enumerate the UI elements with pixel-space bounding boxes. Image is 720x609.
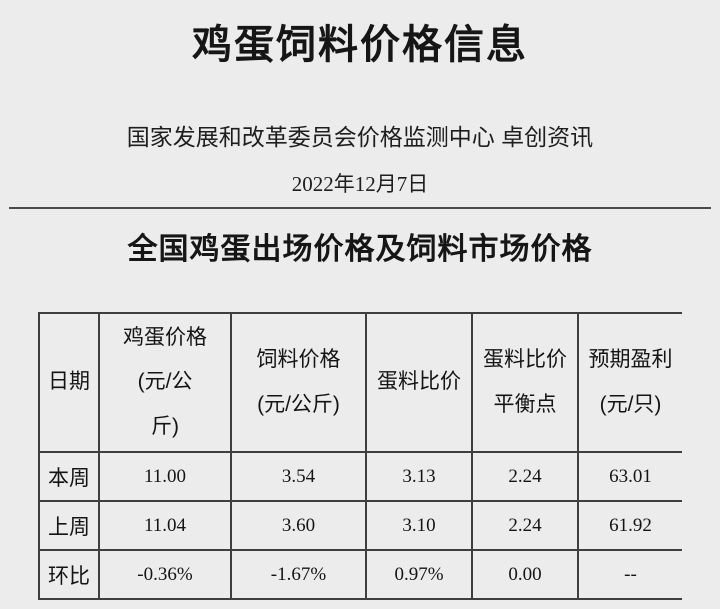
- col-header-feed-price: 饲料价格 (元/公斤): [230, 312, 366, 452]
- source-line: 国家发展和改革委员会价格监测中心 卓创资讯: [126, 124, 594, 150]
- table-cell: 0.00: [471, 549, 578, 599]
- table-cell: 2.24: [471, 500, 578, 550]
- col-header-date: 日期: [38, 312, 99, 452]
- table-cell: 3.13: [365, 451, 472, 501]
- date-line: 2022年12月7日: [291, 172, 429, 196]
- table-cell: 2.24: [471, 451, 578, 501]
- row-label: 上周: [38, 500, 99, 550]
- col-header-egg-feed-ratio: 蛋料比价: [365, 312, 472, 452]
- col-header-expected-profit: 预期盈利 (元/只): [577, 312, 682, 452]
- table-cell: 11.04: [98, 500, 231, 550]
- page-title: 鸡蛋饲料价格信息: [192, 23, 528, 67]
- table-cell: --: [577, 549, 682, 599]
- row-label: 环比: [38, 549, 99, 599]
- section-title: 全国鸡蛋出场价格及饲料市场价格: [127, 233, 593, 266]
- table-cell: -1.67%: [230, 549, 366, 599]
- table-cell: 63.01: [577, 451, 682, 501]
- table-row-this-week: 本周 11.00 3.54 3.13 2.24 63.01: [38, 451, 682, 501]
- table-row-week-over-week: 环比 -0.36% -1.67% 0.97% 0.00 --: [38, 549, 682, 599]
- table-cell: -0.36%: [98, 549, 231, 599]
- table-cell: 3.54: [230, 451, 366, 501]
- table-cell: 0.97%: [365, 549, 472, 599]
- table-cell: 3.10: [365, 500, 472, 550]
- horizontal-divider: [9, 207, 711, 209]
- row-label: 本周: [38, 451, 99, 501]
- table-row-last-week: 上周 11.04 3.60 3.10 2.24 61.92: [38, 500, 682, 550]
- table-cell: 61.92: [577, 500, 682, 550]
- table-header-row: 日期 鸡蛋价格 (元/公 斤) 饲料价格 (元/公斤) 蛋料比价 蛋料比价 平衡…: [38, 312, 682, 452]
- col-header-egg-price: 鸡蛋价格 (元/公 斤): [98, 312, 231, 452]
- col-header-ratio-breakeven: 蛋料比价 平衡点: [471, 312, 578, 452]
- table-cell: 3.60: [230, 500, 366, 550]
- price-table: 日期 鸡蛋价格 (元/公 斤) 饲料价格 (元/公斤) 蛋料比价 蛋料比价 平衡…: [38, 312, 682, 600]
- table-cell: 11.00: [98, 451, 231, 501]
